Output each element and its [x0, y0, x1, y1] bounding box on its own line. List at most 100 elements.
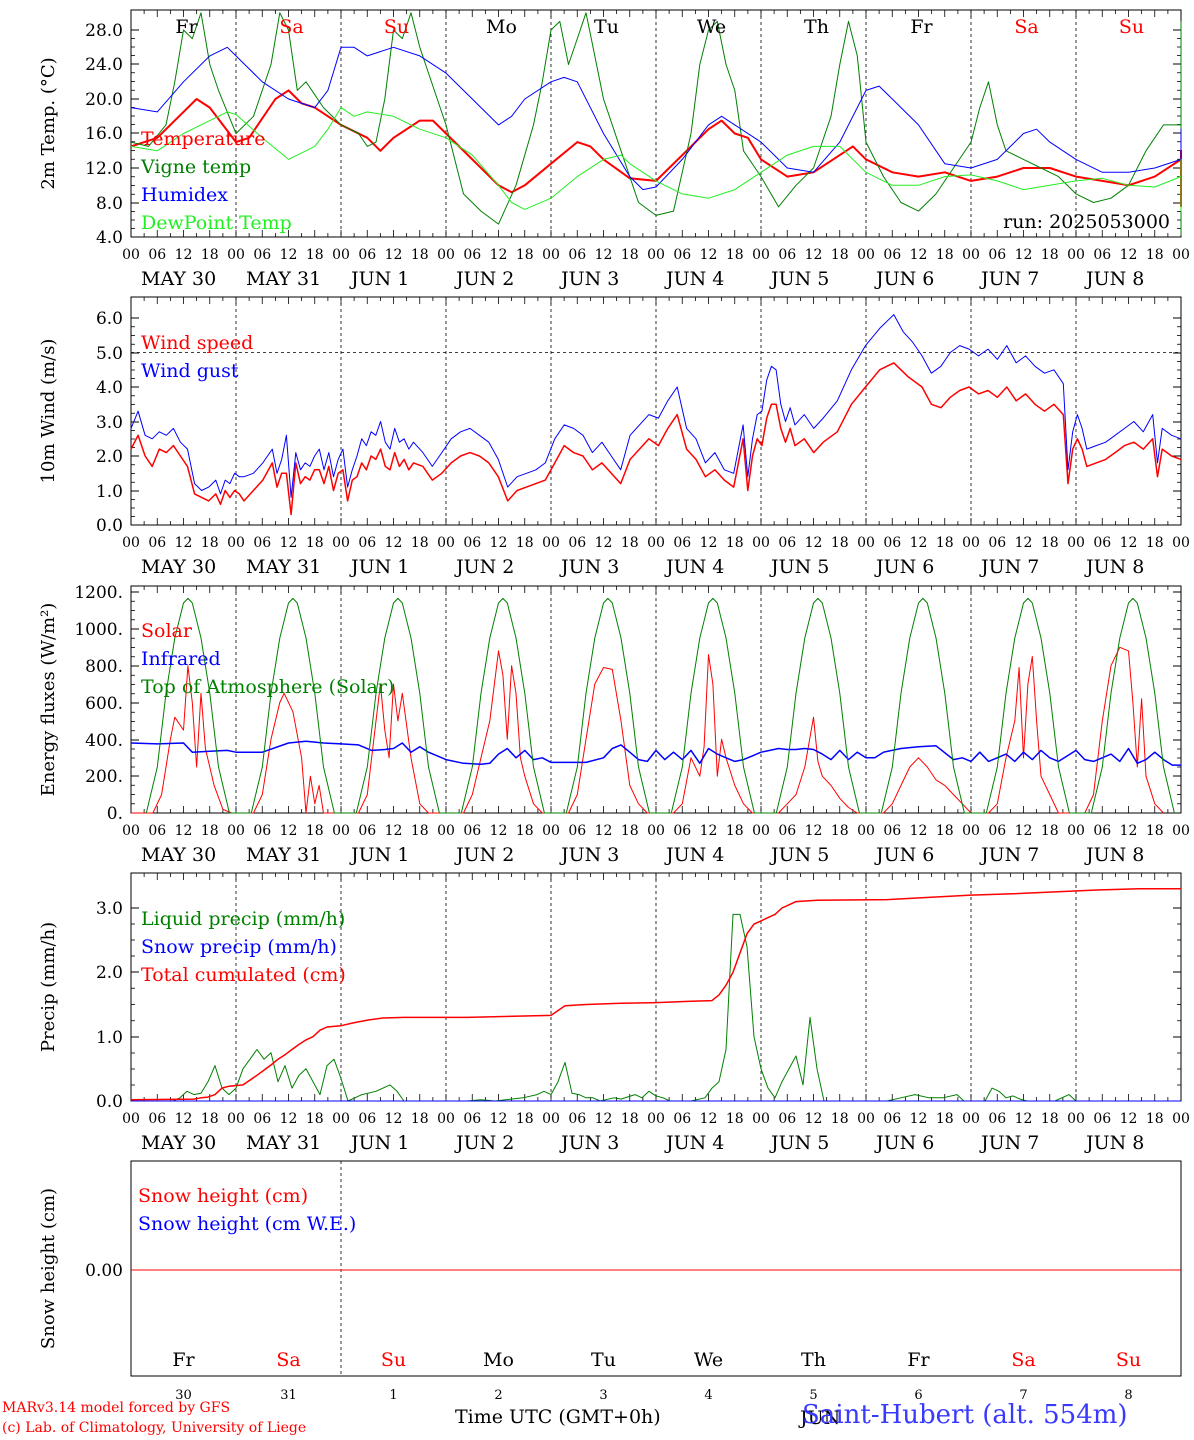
snow-y-tick-label: 0.00 — [85, 1261, 123, 1281]
snow-day-number: 30 — [175, 1388, 192, 1403]
precip-date-label: JUN 5 — [769, 1132, 829, 1154]
wind-date-label: MAY 30 — [141, 556, 216, 578]
energy-series-top-of-atmosphere-solar — [145, 597, 1175, 814]
snow-weekday-label: We — [694, 1349, 723, 1371]
wind-y-tick-label: 0.0 — [96, 516, 123, 536]
wind-hour-tick-label: 18 — [306, 535, 324, 551]
wind-hour-tick-label: 00 — [752, 535, 770, 551]
wind-hour-tick-label: 12 — [805, 535, 823, 551]
snow-weekday-label: Th — [801, 1349, 826, 1371]
temp-hour-tick-label: 06 — [568, 247, 586, 263]
temp-hour-tick-label: 00 — [857, 247, 875, 263]
temp-hour-tick-label: 06 — [1093, 247, 1111, 263]
energy-y-tick-label: 0. — [107, 804, 123, 824]
wind-date-label: JUN 6 — [874, 556, 934, 578]
temp-hour-tick-label: 18 — [831, 247, 849, 263]
energy-y-tick-label: 400. — [85, 731, 123, 751]
temp-weekday-label: Th — [804, 16, 829, 38]
temp-hour-tick-label: 00 — [122, 247, 140, 263]
precip-hour-tick-label: 06 — [988, 1111, 1006, 1127]
temp-hour-tick-label: 12 — [490, 247, 508, 263]
wind-hour-tick-label: 18 — [936, 535, 954, 551]
temp-weekday-label: We — [697, 16, 726, 38]
energy-hour-tick-label: 12 — [490, 823, 508, 839]
precip-date-label: MAY 30 — [141, 1132, 216, 1154]
temp-hour-tick-label: 06 — [358, 247, 376, 263]
temp-hour-tick-label: 06 — [988, 247, 1006, 263]
temp-y-tick-label: 20.0 — [85, 90, 123, 110]
precip-hour-tick-label: 12 — [385, 1111, 403, 1127]
precip-hour-tick-label: 00 — [752, 1111, 770, 1127]
precip-hour-tick-label: 00 — [122, 1111, 140, 1127]
temp-hour-tick-label: 12 — [700, 247, 718, 263]
precip-hour-tick-label: 18 — [201, 1111, 219, 1127]
temp-hour-tick-label: 12 — [1120, 247, 1138, 263]
energy-hour-tick-label: 06 — [463, 823, 481, 839]
energy-hour-tick-label: 00 — [857, 823, 875, 839]
wind-y-tick-label: 4.0 — [96, 378, 123, 398]
temp-date-label: JUN 4 — [664, 268, 724, 290]
snow-legend-entry: Snow height (cm W.E.) — [138, 1213, 356, 1235]
wind-hour-tick-label: 12 — [1015, 535, 1033, 551]
temp-y-tick-label: 28.0 — [85, 21, 123, 41]
precip-hour-tick-label: 18 — [306, 1111, 324, 1127]
energy-date-label: JUN 3 — [559, 844, 619, 866]
temp-y-tick-label: 4.0 — [96, 228, 123, 248]
energy-hour-tick-label: 06 — [148, 823, 166, 839]
temp-hour-tick-label: 06 — [463, 247, 481, 263]
temp-y-tick-label: 8.0 — [96, 194, 123, 214]
wind-hour-tick-label: 18 — [621, 535, 639, 551]
temp-hour-tick-label: 12 — [910, 247, 928, 263]
precip-date-label: JUN 6 — [874, 1132, 934, 1154]
energy-hour-tick-label: 18 — [726, 823, 744, 839]
energy-date-label: JUN 1 — [349, 844, 409, 866]
wind-hour-tick-label: 00 — [437, 535, 455, 551]
energy-hour-tick-label: 12 — [805, 823, 823, 839]
snow-weekday-label: Mo — [483, 1349, 514, 1371]
precip-legend-entry: Liquid precip (mm/h) — [141, 908, 345, 930]
energy-date-label: JUN 2 — [454, 844, 514, 866]
wind-hour-tick-label: 06 — [673, 535, 691, 551]
energy-hour-tick-label: 00 — [962, 823, 980, 839]
temp-weekday-label: Su — [384, 16, 409, 38]
wind-y-axis-label: 10m Wind (m/s) — [38, 339, 59, 484]
snow-day-number: 3 — [599, 1388, 607, 1403]
energy-legend-entry: Solar — [141, 620, 193, 642]
snow-weekday-label: Su — [1116, 1349, 1141, 1371]
wind-date-label: JUN 3 — [559, 556, 619, 578]
energy-hour-tick-label: 06 — [1093, 823, 1111, 839]
temp-y-tick-label: 12.0 — [85, 159, 123, 179]
precip-y-tick-label: 3.0 — [96, 899, 123, 919]
precip-series-total-cumulated-cm — [130, 887, 1181, 1101]
temp-hour-tick-label: 12 — [805, 247, 823, 263]
energy-hour-tick-label: 06 — [883, 823, 901, 839]
wind-hour-tick-label: 18 — [411, 535, 429, 551]
wind-series-wind-speed — [130, 362, 1182, 516]
energy-legend-entry: Top of Atmosphere (Solar) — [141, 676, 394, 698]
energy-hour-tick-label: 12 — [280, 823, 298, 839]
energy-hour-tick-label: 18 — [411, 823, 429, 839]
snow-frame — [130, 1160, 1182, 1377]
wind-y-tick-label: 1.0 — [96, 482, 123, 502]
energy-hour-tick-label: 00 — [332, 823, 350, 839]
run-label: run: 2025053000 — [1003, 211, 1170, 233]
panel-temp — [130, 9, 1182, 238]
energy-hour-tick-label: 00 — [1172, 823, 1190, 839]
energy-hour-tick-label: 18 — [201, 823, 219, 839]
wind-hour-tick-label: 00 — [962, 535, 980, 551]
temp-hour-tick-label: 00 — [752, 247, 770, 263]
temp-legend-entry: Humidex — [141, 184, 228, 206]
energy-hour-tick-label: 00 — [1067, 823, 1085, 839]
precip-hour-tick-label: 18 — [726, 1111, 744, 1127]
energy-hour-tick-label: 18 — [306, 823, 324, 839]
energy-y-tick-label: 1200. — [74, 583, 123, 603]
energy-y-axis-label: Energy fluxes (W/m²) — [38, 603, 59, 797]
wind-hour-tick-label: 00 — [227, 535, 245, 551]
temp-hour-tick-label: 18 — [936, 247, 954, 263]
temp-hour-tick-label: 18 — [621, 247, 639, 263]
wind-hour-tick-label: 12 — [910, 535, 928, 551]
energy-hour-tick-label: 00 — [647, 823, 665, 839]
wind-hour-tick-label: 06 — [568, 535, 586, 551]
energy-hour-tick-label: 00 — [542, 823, 560, 839]
energy-legend-entry: Infrared — [141, 648, 221, 670]
